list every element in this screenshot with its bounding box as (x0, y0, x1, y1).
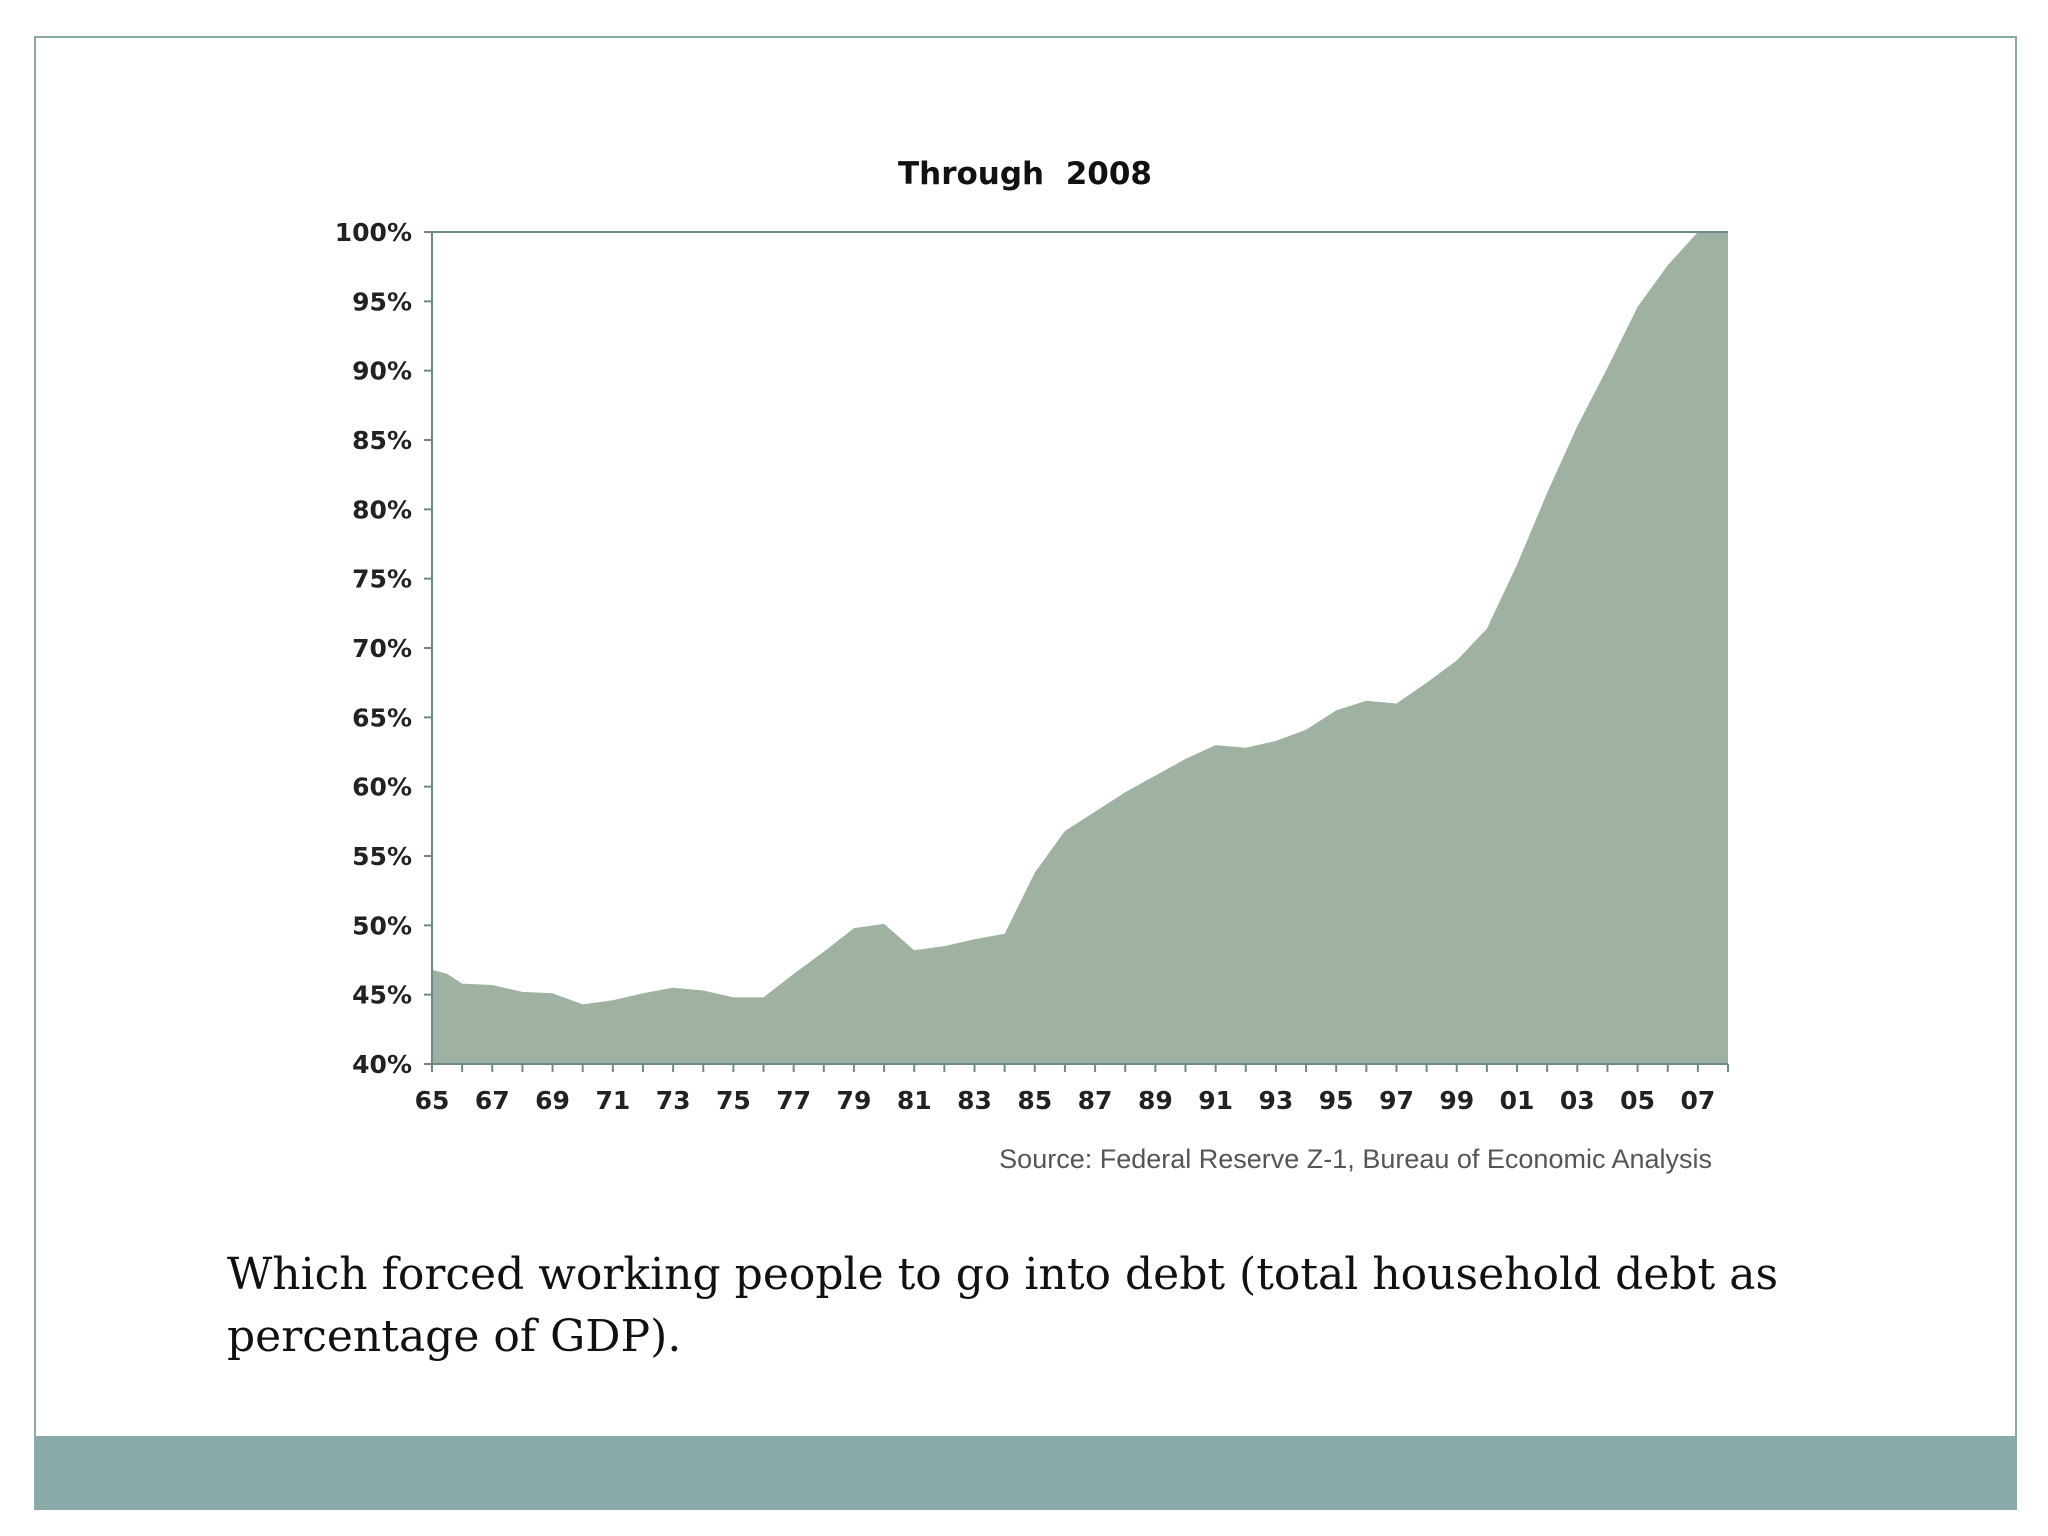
y-tick-label: 75% (352, 565, 412, 594)
x-tick-label: 85 (1017, 1086, 1052, 1115)
x-tick-label: 75 (716, 1086, 751, 1115)
x-tick-label: 91 (1198, 1086, 1233, 1115)
y-tick-label: 100% (335, 218, 412, 247)
source-note: Source: Federal Reserve Z-1, Bureau of E… (999, 1144, 1712, 1174)
x-tick-label: 01 (1500, 1086, 1535, 1115)
household-debt-chart: Through 2008 100% 95% 90% 85% 80% 75% 70% 65% 60… (335, 156, 1729, 1174)
x-tick-label: 97 (1379, 1086, 1414, 1115)
chart-title: Through 2008 (898, 156, 1152, 192)
y-tick-label: 55% (352, 842, 412, 871)
y-tick-label: 65% (352, 703, 412, 732)
x-tick-label: 89 (1138, 1086, 1173, 1115)
y-tick-label: 45% (352, 981, 412, 1010)
x-tick-label: 99 (1439, 1086, 1474, 1115)
x-tick-label: 05 (1620, 1086, 1655, 1115)
x-tick-label: 83 (957, 1086, 992, 1115)
y-axis: 100% 95% 90% 85% 80% 75% 70% 65% 60% 55% 50% 45% 40% (335, 218, 1728, 1079)
x-axis: 65 67 69 71 73 75 77 79 81 83 85 87 89 91 93 95 97 99 01 03… (415, 1063, 1729, 1115)
y-tick-label: 50% (352, 911, 412, 940)
y-tick-label: 60% (352, 773, 412, 802)
y-tick-label: 95% (352, 287, 412, 316)
y-tick-label: 80% (352, 495, 412, 524)
x-tick-label: 65 (415, 1086, 450, 1115)
x-tick-label: 93 (1259, 1086, 1294, 1115)
x-tick-label: 81 (897, 1086, 932, 1115)
x-tick-label: 71 (595, 1086, 630, 1115)
y-tick-label: 85% (352, 426, 412, 455)
x-tick-label: 87 (1078, 1086, 1113, 1115)
x-tick-label: 95 (1319, 1086, 1354, 1115)
y-tick-label: 90% (352, 357, 412, 386)
x-tick-label: 67 (475, 1086, 510, 1115)
slide-footer-bar (34, 1436, 2017, 1510)
debt-area (432, 232, 1728, 1064)
slide-caption: Which forced working people to go into d… (227, 1249, 1779, 1362)
y-tick-label: 70% (352, 634, 412, 663)
x-tick-label: 77 (776, 1086, 811, 1115)
x-tick-label: 79 (837, 1086, 872, 1115)
y-tick-label: 40% (352, 1050, 412, 1079)
x-tick-label: 73 (656, 1086, 691, 1115)
x-tick-label: 69 (535, 1086, 570, 1115)
x-tick-label: 03 (1560, 1086, 1595, 1115)
x-tick-label: 07 (1680, 1086, 1715, 1115)
